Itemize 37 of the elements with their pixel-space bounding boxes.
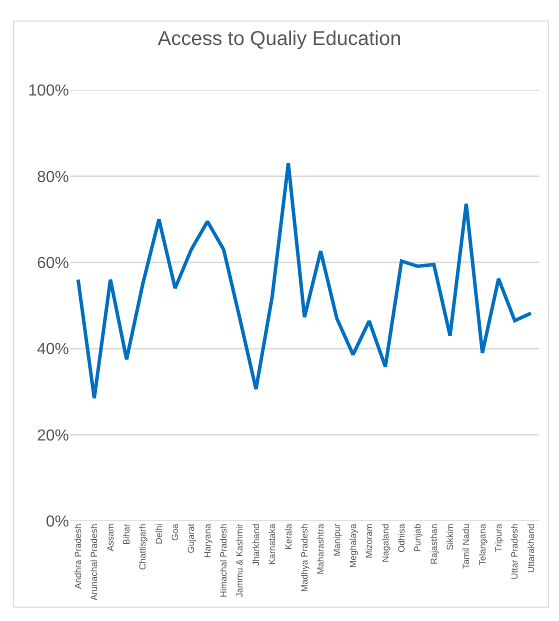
x-tick-label: Sikkim [444,524,455,550]
x-tick-label: Maharashtra [316,524,326,574]
x-tick-label: Goa [170,524,180,541]
x-tick-label: Kerala [283,524,294,550]
y-tick-label: 100% [28,82,69,100]
x-tick-label: Andhra Pradesh [73,524,84,589]
x-tick-label: Himachal Pradesh [218,524,229,598]
x-tick-label: Jammu & Kashmir [234,524,245,598]
chart-title: Access to Qualiy Education [158,28,402,50]
x-tick-label: Tamil Nadu [461,524,472,569]
y-tick-label: 0% [46,514,69,531]
x-tick-label: Nagaland [380,524,390,562]
x-tick-label: Assam [105,524,116,552]
x-tick-label: Odhisa [396,524,406,552]
x-tick-label: Telangana [477,524,488,566]
x-tick-label: Gujarat [186,523,196,554]
x-tick-label: Punjab [412,524,423,552]
x-tick-label: Uttarakhand [526,524,536,573]
x-tick-label: Rajasthan [428,524,439,564]
line-series [76,162,533,400]
x-tick-label: Haryana [202,524,212,558]
x-tick-label: Manipur [332,524,342,556]
x-tick-label: Madhya Pradesh [299,524,310,592]
x-tick-label: Chattisgarh [138,524,148,570]
x-tick-label: Meghalaya [348,524,358,568]
x-tick-label: Karnataka [267,524,278,565]
x-tick-label: Bihar [122,524,132,545]
x-tick-label: Uttar Pradesh [510,524,520,580]
y-tick-label: 20% [36,427,69,444]
x-tick-label: Arunachal Pradesh [89,524,100,600]
x-tick-label: Tripura [493,524,504,552]
y-tick-label: 80% [36,168,69,186]
y-tick-label: 40% [36,341,69,358]
x-tick-label: Mizoram [364,524,374,558]
x-tick-label: Delhi [154,524,164,544]
y-tick-label: 60% [36,255,69,272]
x-tick-label: Jharkhand [250,524,261,566]
